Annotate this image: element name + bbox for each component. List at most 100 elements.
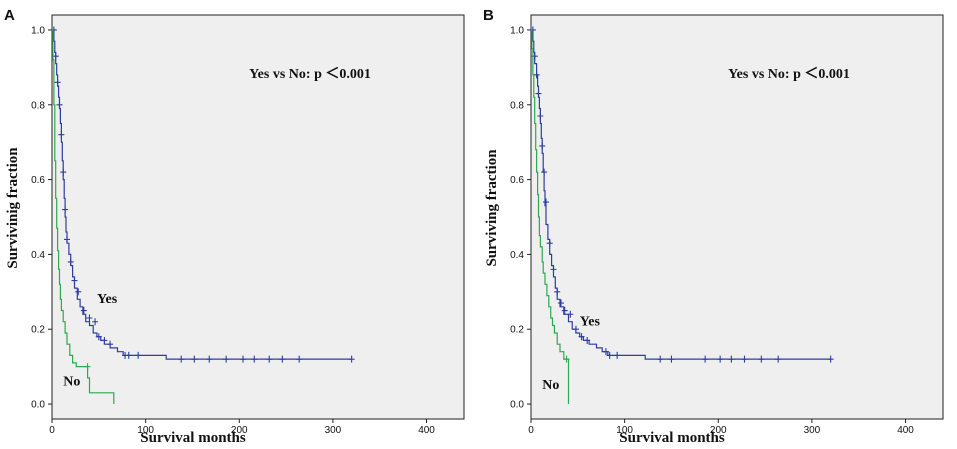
censor-mark-yes <box>80 307 87 315</box>
censor-mark-yes <box>240 355 247 363</box>
censor-mark-yes <box>533 71 540 79</box>
survival-curve-no <box>52 29 115 404</box>
censor-mark-yes <box>572 325 579 333</box>
x-tick-label: 200 <box>231 425 248 436</box>
y-axis-title: Survivinig fraction <box>5 147 21 269</box>
censor-mark-yes <box>92 318 99 326</box>
censor-mark-yes <box>561 307 568 315</box>
censor-mark-yes <box>567 310 574 318</box>
censor-mark-yes <box>279 355 286 363</box>
censor-mark-yes <box>206 355 213 363</box>
censor-mark-yes <box>71 277 78 285</box>
censor-mark-yes <box>178 355 185 363</box>
panel-label: A <box>4 7 15 24</box>
censor-mark-yes <box>348 355 355 363</box>
survival-curves: Yes No <box>50 26 355 404</box>
axis-ticks: 0 100 200 300 400 0.0 0.2 0.4 0.6 0.8 1.0 <box>510 25 914 436</box>
plot-area <box>530 14 944 420</box>
censor-mark-no <box>563 355 570 363</box>
x-tick-label: 200 <box>710 425 727 436</box>
censor-mark-yes <box>614 351 621 359</box>
censor-mark-yes <box>602 348 609 356</box>
censor-mark-yes <box>95 333 102 341</box>
censor-mark-yes <box>266 355 273 363</box>
censor-mark-yes <box>52 52 59 60</box>
x-axis-title: Survival months <box>619 430 725 446</box>
censor-mark-yes <box>86 314 93 322</box>
censor-mark-yes <box>58 131 65 139</box>
p-value-annotation: Yes vs No: p ＜0.001 <box>249 67 371 82</box>
censor-mark-yes <box>75 288 82 296</box>
survival-curves: Yes No <box>529 26 834 404</box>
censor-mark-yes <box>584 336 591 344</box>
censor-mark-yes <box>101 336 108 344</box>
censor-mark-yes <box>741 355 748 363</box>
x-tick-label: 300 <box>804 425 821 436</box>
x-tick-label: 100 <box>616 425 633 436</box>
y-tick-label: 1.0 <box>510 25 524 36</box>
censor-mark-yes <box>529 26 536 34</box>
survival-curve-no <box>531 29 570 404</box>
censor-mark-no <box>84 363 91 371</box>
censor-mark-yes <box>56 101 63 109</box>
censor-mark-yes <box>578 333 585 341</box>
censor-mark-yes <box>537 112 544 120</box>
panel-b: B Yes vs No: p ＜0.001 Survival months Su… <box>479 0 957 449</box>
curve-label-yes: Yes <box>97 292 118 307</box>
censor-mark-yes <box>50 26 57 34</box>
censor-mark-yes <box>606 351 613 359</box>
censor-mark-yes <box>62 206 69 214</box>
censor-mark-yes <box>296 355 303 363</box>
censor-mark-yes <box>557 299 564 307</box>
y-tick-label: 0.4 <box>31 250 45 261</box>
censor-mark-yes <box>550 265 557 273</box>
censor-mark-yes <box>223 355 230 363</box>
panel-label: B <box>483 7 494 24</box>
censor-mark-yes <box>546 239 553 247</box>
censor-mark-yes <box>702 355 709 363</box>
censor-mark-yes <box>60 168 67 176</box>
x-tick-label: 400 <box>418 425 435 436</box>
censor-mark-yes <box>542 198 549 206</box>
x-tick-label: 400 <box>897 425 914 436</box>
y-tick-label: 0.6 <box>31 175 45 186</box>
censor-mark-yes <box>535 90 542 98</box>
y-tick-label: 0.2 <box>31 325 45 336</box>
censor-mark-yes <box>827 355 834 363</box>
curve-label-no: No <box>542 378 559 393</box>
censor-mark-yes <box>717 355 724 363</box>
curve-label-yes: Yes <box>580 314 601 329</box>
curve-label-no: No <box>63 374 80 389</box>
x-tick-label: 0 <box>49 425 55 436</box>
censor-mark-yes <box>668 355 675 363</box>
censor-mark-yes <box>775 355 782 363</box>
censor-mark-yes <box>657 355 664 363</box>
y-tick-label: 0.6 <box>510 175 524 186</box>
y-tick-label: 1.0 <box>31 25 45 36</box>
censor-mark-yes <box>125 351 132 359</box>
censor-mark-yes <box>63 235 70 243</box>
y-tick-label: 0.0 <box>31 400 45 411</box>
survival-chart-b: B Yes vs No: p ＜0.001 Survival months Su… <box>483 7 944 446</box>
y-tick-label: 0.8 <box>31 100 45 111</box>
censor-mark-yes <box>54 78 61 86</box>
panel-a: A Yes vs No: p ＜0.001 Survival months Su… <box>0 0 478 449</box>
censor-mark-yes <box>67 258 74 266</box>
censor-mark-yes <box>191 355 198 363</box>
y-tick-label: 0.4 <box>510 250 524 261</box>
censor-mark-yes <box>107 340 114 348</box>
survival-curve-yes <box>52 29 352 360</box>
axis-ticks: 0 100 200 300 400 0.0 0.2 0.4 0.6 0.8 1.0 <box>31 25 435 436</box>
censor-mark-yes <box>554 288 561 296</box>
x-tick-label: 0 <box>528 425 534 436</box>
p-value-annotation: Yes vs No: p ＜0.001 <box>728 67 850 82</box>
censor-mark-yes <box>251 355 258 363</box>
censor-mark-yes <box>135 351 142 359</box>
censor-mark-yes <box>541 168 548 176</box>
y-tick-label: 0.2 <box>510 325 524 336</box>
y-axis-title: Surviving fraction <box>484 149 500 267</box>
censor-mark-yes <box>758 355 765 363</box>
survival-chart-a: A Yes vs No: p ＜0.001 Survival months Su… <box>4 7 465 446</box>
x-tick-label: 300 <box>325 425 342 436</box>
x-axis-title: Survival months <box>140 430 246 446</box>
